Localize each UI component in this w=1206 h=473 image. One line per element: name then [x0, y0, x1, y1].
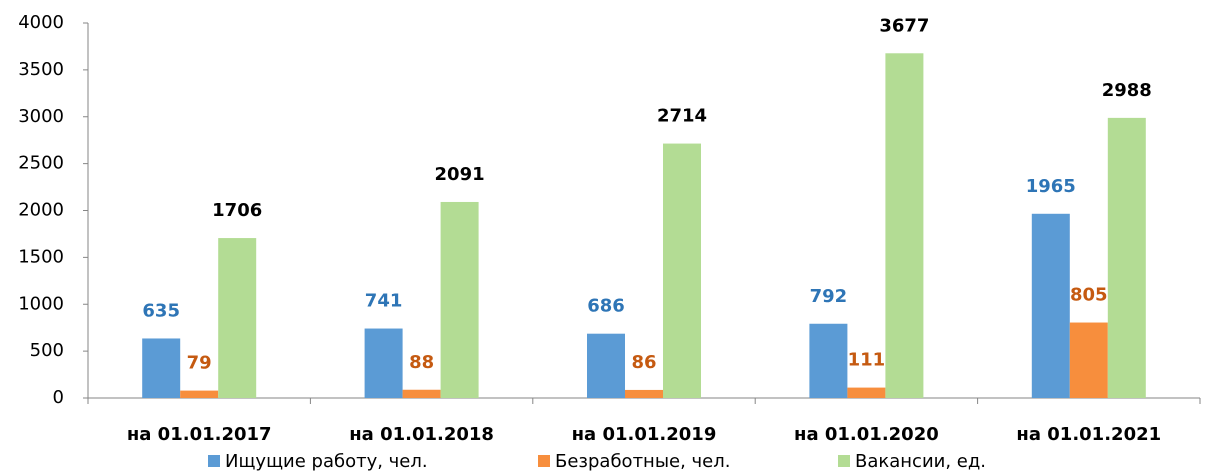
x-tick-label: на 01.01.2020 — [794, 424, 939, 445]
legend-swatch — [838, 455, 850, 467]
data-label: 1965 — [1026, 176, 1076, 197]
bar — [440, 201, 479, 398]
legend-label: Ищущие работу, чел. — [225, 451, 428, 472]
y-tick-label: 4000 — [18, 12, 64, 33]
legend-label: Вакансии, ед. — [855, 451, 986, 472]
y-tick-label: 0 — [53, 387, 64, 408]
bar — [218, 238, 257, 398]
bar — [809, 323, 848, 398]
legend-label: Безработные, чел. — [555, 451, 730, 472]
bar — [1069, 322, 1108, 398]
data-label: 79 — [187, 353, 212, 374]
bar — [663, 143, 701, 398]
data-label: 741 — [365, 291, 403, 312]
bar — [885, 53, 924, 398]
data-label: 686 — [587, 296, 625, 317]
y-tick-label: 3500 — [18, 59, 64, 80]
bar — [847, 387, 886, 398]
data-label: 88 — [409, 352, 434, 373]
data-label: 111 — [848, 350, 886, 371]
bar — [402, 389, 441, 398]
data-label: 2091 — [435, 164, 485, 185]
legend-swatch — [538, 455, 550, 467]
bar — [142, 338, 181, 398]
x-tick-label: на 01.01.2021 — [1016, 424, 1161, 445]
y-tick-label: 500 — [30, 340, 64, 361]
data-label: 86 — [631, 352, 656, 373]
legend-swatch — [208, 455, 220, 467]
data-label: 2988 — [1102, 80, 1152, 101]
y-tick-label: 2000 — [18, 200, 64, 221]
data-label: 805 — [1070, 285, 1108, 306]
data-label: 792 — [810, 286, 848, 307]
bar — [587, 333, 625, 398]
x-tick-label: на 01.01.2017 — [127, 424, 272, 445]
data-label: 2714 — [657, 106, 707, 127]
bar — [1031, 213, 1070, 398]
bar — [364, 328, 403, 398]
bar — [625, 389, 663, 398]
y-tick-label: 1500 — [18, 246, 64, 267]
bar — [1107, 117, 1146, 398]
x-tick-label: на 01.01.2018 — [349, 424, 494, 445]
y-tick-label: 3000 — [18, 106, 64, 127]
y-tick-label: 1000 — [18, 293, 64, 314]
y-tick-label: 2500 — [18, 153, 64, 174]
data-label: 635 — [142, 300, 180, 321]
data-label: 3677 — [879, 15, 929, 36]
data-label: 1706 — [212, 200, 262, 221]
bar — [180, 390, 219, 398]
x-tick-label: на 01.01.2019 — [572, 424, 717, 445]
